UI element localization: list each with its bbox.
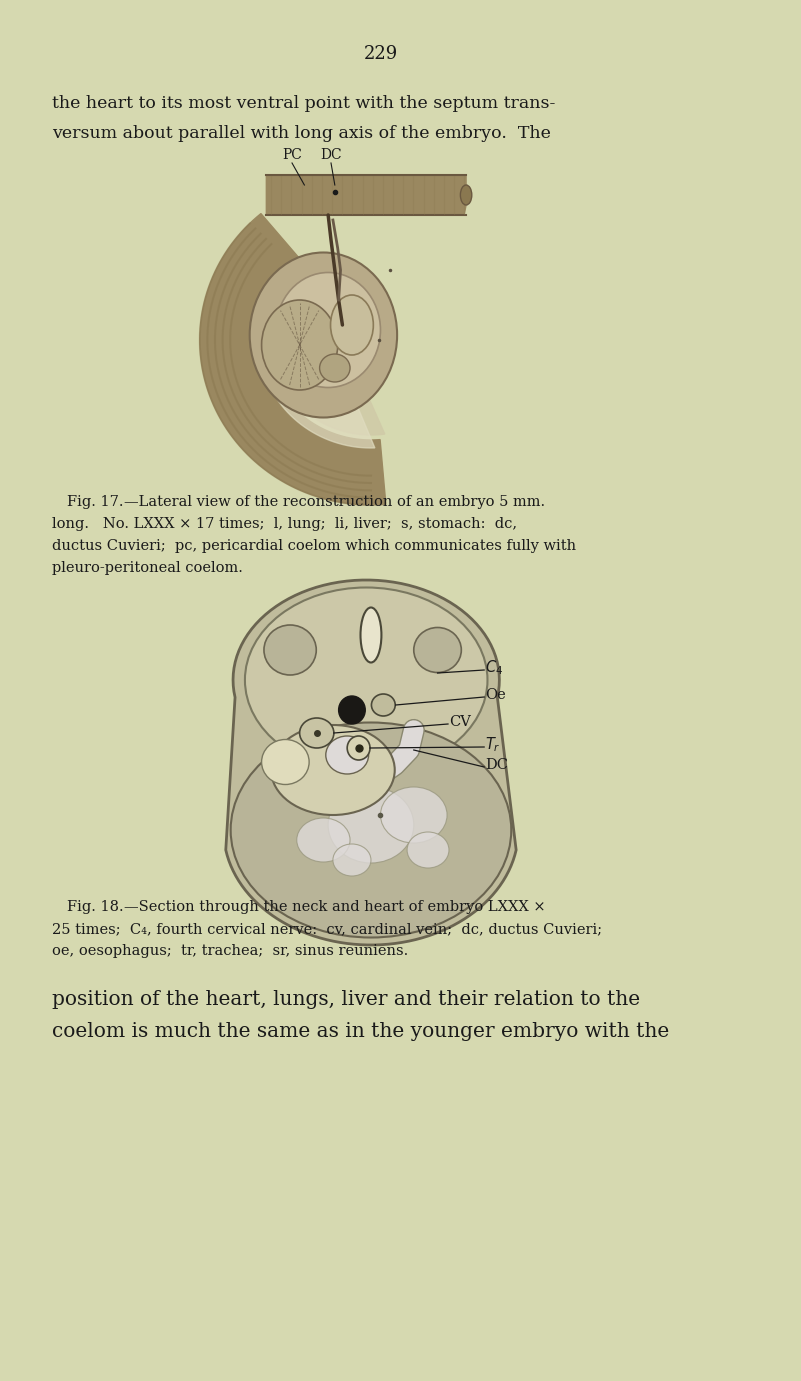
Polygon shape xyxy=(259,260,375,447)
Text: coelom is much the same as in the younger embryo with the: coelom is much the same as in the younge… xyxy=(52,1022,670,1041)
Ellipse shape xyxy=(328,787,414,863)
Text: oe, oesophagus;  tr, trachea;  sr, sinus reuniens.: oe, oesophagus; tr, trachea; sr, sinus r… xyxy=(52,945,409,958)
Ellipse shape xyxy=(271,725,395,815)
Text: s: s xyxy=(332,362,338,374)
Text: ductus Cuvieri;  pc, pericardial coelom which communicates fully with: ductus Cuvieri; pc, pericardial coelom w… xyxy=(52,539,577,552)
Text: 229: 229 xyxy=(364,46,397,64)
Ellipse shape xyxy=(264,626,316,675)
Ellipse shape xyxy=(262,300,338,389)
Text: position of the heart, lungs, liver and their relation to the: position of the heart, lungs, liver and … xyxy=(52,990,641,1010)
Text: DC: DC xyxy=(485,758,508,772)
Polygon shape xyxy=(272,265,384,435)
Polygon shape xyxy=(199,214,386,505)
Ellipse shape xyxy=(245,587,488,772)
Ellipse shape xyxy=(380,787,447,842)
Text: $T_r$: $T_r$ xyxy=(485,736,501,754)
Text: PC: PC xyxy=(282,148,302,162)
Text: SR: SR xyxy=(284,755,305,769)
Ellipse shape xyxy=(320,354,350,383)
Circle shape xyxy=(339,696,365,724)
Text: l: l xyxy=(352,312,357,325)
Ellipse shape xyxy=(262,739,309,784)
Ellipse shape xyxy=(250,253,397,417)
Text: Oe: Oe xyxy=(485,688,506,702)
Ellipse shape xyxy=(296,818,350,862)
Circle shape xyxy=(347,736,370,760)
Text: long.   No. LXXX × 17 times;  l, lung;  li, liver;  s, stomach:  dc,: long. No. LXXX × 17 times; l, lung; li, … xyxy=(52,516,517,532)
Text: —Section through the neck and heart of embryo LXXX ×: —Section through the neck and heart of e… xyxy=(123,900,545,914)
Text: Fig. 18.: Fig. 18. xyxy=(66,900,123,914)
Text: —Lateral view of the reconstruction of an embryo 5 mm.: —Lateral view of the reconstruction of a… xyxy=(123,494,545,510)
Ellipse shape xyxy=(360,608,381,663)
Ellipse shape xyxy=(414,627,461,673)
Text: CV: CV xyxy=(449,715,471,729)
Polygon shape xyxy=(226,580,516,945)
Ellipse shape xyxy=(331,296,373,355)
Ellipse shape xyxy=(372,695,395,715)
Ellipse shape xyxy=(461,185,472,204)
Text: Fig. 17.: Fig. 17. xyxy=(66,494,123,510)
Text: 25 times;  C₄, fourth cervical nerve:  cv, cardinal vein;  dc, ductus Cuvieri;: 25 times; C₄, fourth cervical nerve: cv,… xyxy=(52,923,602,936)
Text: $C_4$: $C_4$ xyxy=(485,659,503,677)
Ellipse shape xyxy=(231,722,511,938)
Ellipse shape xyxy=(407,831,449,869)
Text: DC: DC xyxy=(320,148,342,162)
Ellipse shape xyxy=(276,272,380,388)
Ellipse shape xyxy=(333,844,371,876)
Polygon shape xyxy=(266,175,468,215)
Text: the heart to its most ventral point with the septum trans-: the heart to its most ventral point with… xyxy=(52,95,556,112)
Ellipse shape xyxy=(326,736,368,773)
Text: Li: Li xyxy=(284,336,296,348)
Text: pleuro-peritoneal coelom.: pleuro-peritoneal coelom. xyxy=(52,561,244,574)
Ellipse shape xyxy=(300,718,334,749)
Text: versum about parallel with long axis of the embryo.  The: versum about parallel with long axis of … xyxy=(52,126,551,142)
